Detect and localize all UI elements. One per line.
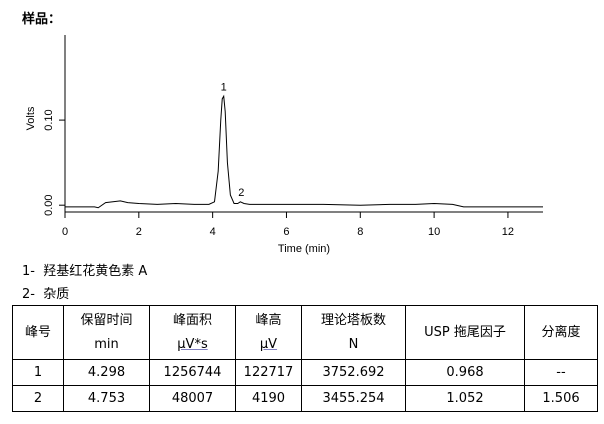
table-cell: 48007: [149, 385, 236, 412]
peak-label: 1: [221, 81, 227, 93]
header-text: μV: [259, 336, 278, 352]
x-tick-label: 8: [357, 226, 363, 238]
table-cell: 1.506: [524, 385, 598, 412]
header-cell: 峰高 μV: [235, 305, 302, 360]
table-cell: 4.298: [63, 359, 150, 386]
sample-title: 样品：: [22, 12, 62, 27]
header-text: 峰号: [24, 324, 51, 340]
table-cell: 4190: [235, 385, 302, 412]
header-text: N: [348, 336, 359, 352]
header-cell: 保留时间 min: [63, 305, 150, 360]
table-row: 1 4.298 1256744 122717 3752.692 0.968 --: [12, 359, 598, 386]
header-cell: 理论塔板数 N: [301, 305, 406, 360]
x-tick-label: 10: [428, 226, 440, 238]
header-text: 理论塔板数: [320, 312, 386, 328]
peak-table: 峰号 保留时间 min 峰面积 μV*s 峰高 μV 理论塔板数 N USP 拖尾因子 分离度 1 4.…: [12, 305, 598, 412]
header-cell: 峰号: [12, 305, 64, 360]
table-cell: 1: [12, 359, 64, 386]
header-cell: USP 拖尾因子: [405, 305, 525, 360]
header-text: 保留时间: [80, 312, 133, 328]
header-text: 分离度: [541, 324, 581, 340]
header-cell: 峰面积 μV*s: [149, 305, 236, 360]
x-axis-label: Time (min): [278, 243, 330, 255]
legend-item: 2- 杂质: [22, 287, 70, 302]
table-cell: 2: [12, 385, 64, 412]
y-tick-label: 0.00: [43, 194, 55, 215]
legend-item: 1- 羟基红花黄色素 A: [22, 264, 148, 279]
header-text: min: [94, 336, 119, 352]
x-tick-label: 4: [210, 226, 216, 238]
header-text: μV*s: [177, 336, 208, 352]
y-tick-label: 0.10: [43, 109, 55, 130]
peak-label: 2: [238, 187, 244, 199]
header-cell: 分离度: [524, 305, 598, 360]
x-tick-label: 6: [283, 226, 289, 238]
table-cell: 3752.692: [301, 359, 406, 386]
table-cell: 4.753: [63, 385, 150, 412]
table-cell: 1.052: [405, 385, 525, 412]
table-cell: 3455.254: [301, 385, 406, 412]
x-tick-label: 0: [62, 226, 68, 238]
table-row: 2 4.753 48007 4190 3455.254 1.052 1.506: [12, 385, 598, 412]
table-cell: 1256744: [149, 359, 236, 386]
header-text: 峰面积: [172, 312, 212, 328]
table-cell: 122717: [235, 359, 302, 386]
header-text: 峰高: [255, 312, 282, 328]
table-cell: --: [524, 359, 598, 386]
x-tick-label: 2: [136, 226, 142, 238]
trace: [65, 94, 543, 209]
table-cell: 0.968: [405, 359, 525, 386]
x-tick-label: 12: [502, 226, 514, 238]
y-axis-label: Volts: [25, 106, 37, 130]
header-text: USP 拖尾因子: [424, 324, 506, 340]
